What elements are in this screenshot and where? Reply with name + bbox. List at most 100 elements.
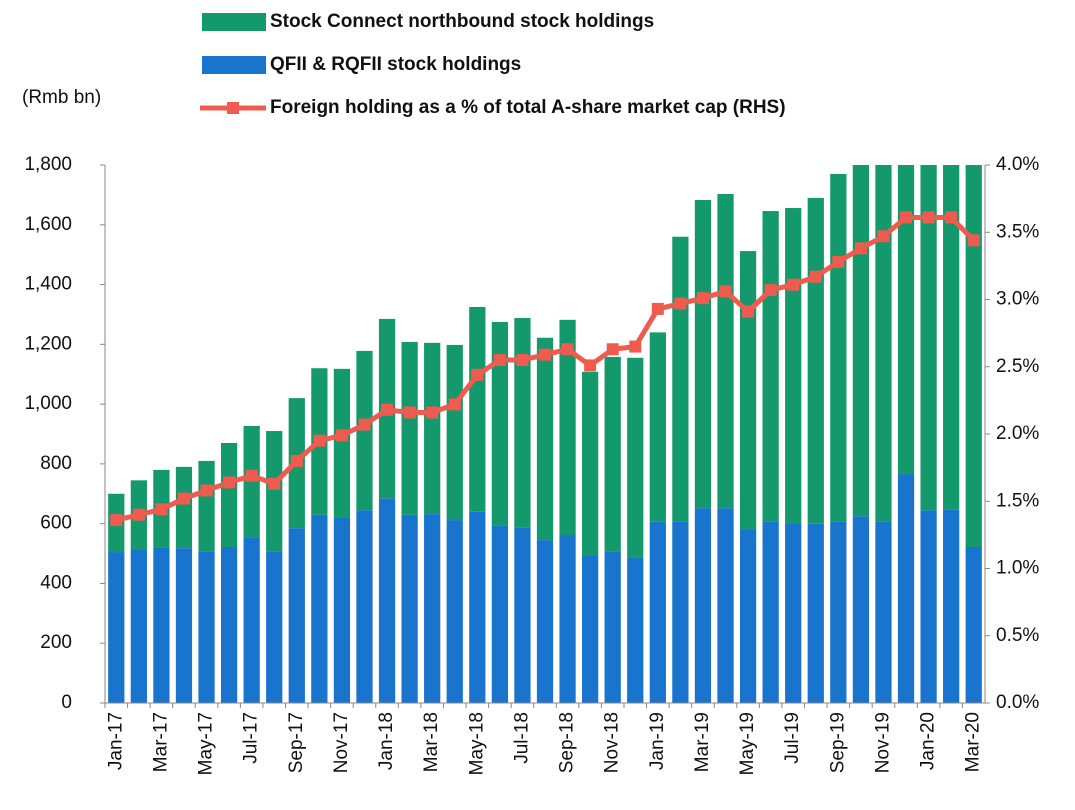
- bar-segment: [401, 514, 418, 703]
- line-marker: [155, 503, 168, 516]
- bar-segment: [424, 342, 441, 515]
- x-tick-label: Jan-18: [376, 712, 397, 770]
- line-marker: [629, 340, 642, 353]
- x-tick-label: Sep-19: [827, 712, 848, 773]
- bar-segment: [536, 337, 554, 541]
- bar-segment: [649, 332, 666, 522]
- x-tick-label: Nov-18: [602, 712, 623, 773]
- bar-segment: [943, 509, 960, 703]
- bar-segment: [378, 498, 396, 703]
- x-tick-label: May-19: [737, 712, 758, 775]
- bar-segment: [852, 165, 870, 517]
- bar-segment: [785, 208, 802, 524]
- bar-segment: [311, 514, 328, 703]
- bar-segment: [356, 510, 373, 703]
- bar-segment: [401, 341, 418, 515]
- line-marker: [742, 305, 755, 318]
- line-marker: [809, 270, 822, 283]
- legend-label: Foreign holding as a % of total A-share …: [270, 97, 786, 118]
- y2-tick-label: 2.5%: [996, 356, 1039, 377]
- y2-tick-label: 3.5%: [996, 221, 1039, 242]
- y-tick-label: 1,200: [24, 333, 72, 354]
- y2-tick-label: 1.5%: [996, 490, 1039, 511]
- bar-segment: [965, 165, 982, 547]
- bar-segment: [830, 173, 847, 522]
- y2-tick-label: 1.0%: [996, 558, 1039, 579]
- y2-tick-label: 4.0%: [996, 154, 1039, 175]
- line-marker: [426, 406, 439, 419]
- line-marker: [651, 302, 664, 315]
- bar-segment: [446, 520, 463, 703]
- bar-segment: [108, 552, 125, 703]
- bar-segment: [604, 356, 621, 552]
- bar-segment: [739, 251, 757, 530]
- x-tick-label: Sep-18: [557, 712, 578, 773]
- bar-segment: [175, 548, 193, 703]
- bar-segment: [897, 474, 915, 703]
- legend-swatch: [202, 56, 266, 74]
- bar-segment: [785, 523, 802, 703]
- line-marker: [584, 359, 597, 372]
- line-marker: [696, 292, 709, 305]
- bar-segment: [672, 521, 689, 703]
- bar-segment: [627, 557, 644, 703]
- line-marker: [877, 230, 890, 243]
- y-tick-label: 1,400: [24, 274, 72, 295]
- bar-segment: [266, 551, 283, 703]
- x-tick-label: Nov-19: [872, 712, 893, 773]
- x-tick-label: Jul-18: [511, 712, 532, 764]
- line-marker: [358, 418, 371, 431]
- bar-segment: [627, 357, 644, 558]
- line-marker: [268, 477, 281, 490]
- line-marker: [606, 343, 619, 356]
- y2-tick-label: 0.5%: [996, 625, 1039, 646]
- bar-segment: [875, 521, 892, 703]
- bar-segment: [514, 527, 531, 703]
- legend-label: QFII & RQFII stock holdings: [270, 54, 521, 75]
- line-marker: [200, 484, 213, 497]
- line-marker: [335, 429, 348, 442]
- bar-segment: [762, 211, 779, 522]
- bar-segment: [694, 508, 712, 703]
- y2-tick-label: 2.0%: [996, 423, 1039, 444]
- bar-segment: [582, 371, 599, 556]
- bar-segment: [446, 344, 463, 521]
- line-marker: [516, 354, 529, 367]
- bar-segment: [739, 529, 757, 703]
- bar-segment: [604, 551, 621, 703]
- x-tick-label: Jan-17: [105, 712, 126, 770]
- x-tick-label: Mar-18: [421, 712, 442, 772]
- bar-segment: [220, 442, 238, 547]
- bar-segment: [830, 521, 847, 703]
- bar-segment: [514, 318, 531, 528]
- line-marker: [719, 285, 732, 298]
- x-tick-label: Jan-19: [647, 712, 668, 770]
- bar-segment: [672, 236, 689, 522]
- x-tick-label: May-18: [466, 712, 487, 775]
- x-tick-label: Nov-17: [331, 712, 352, 773]
- line-marker: [313, 434, 326, 447]
- line-marker: [245, 469, 258, 482]
- bar-segment: [717, 193, 734, 509]
- bar-segment: [807, 197, 824, 524]
- bar-segment: [243, 537, 260, 703]
- line-marker: [922, 211, 935, 224]
- plot-area: [108, 165, 982, 703]
- bar-segment: [333, 368, 351, 518]
- bar-segment: [965, 546, 982, 703]
- y-tick-label: 200: [40, 632, 72, 653]
- line-marker: [132, 508, 145, 521]
- bar-segment: [424, 514, 441, 703]
- y-tick-label: 1,000: [24, 393, 72, 414]
- x-tick-label: May-17: [196, 712, 217, 775]
- line-marker: [854, 242, 867, 255]
- line-marker: [493, 354, 506, 367]
- line-marker: [561, 343, 574, 356]
- bar-segment: [897, 165, 915, 475]
- line-marker: [787, 278, 800, 291]
- line-marker: [403, 406, 416, 419]
- bar-segment: [875, 165, 892, 522]
- bar-segment: [920, 165, 937, 511]
- y-tick-label: 400: [40, 572, 72, 593]
